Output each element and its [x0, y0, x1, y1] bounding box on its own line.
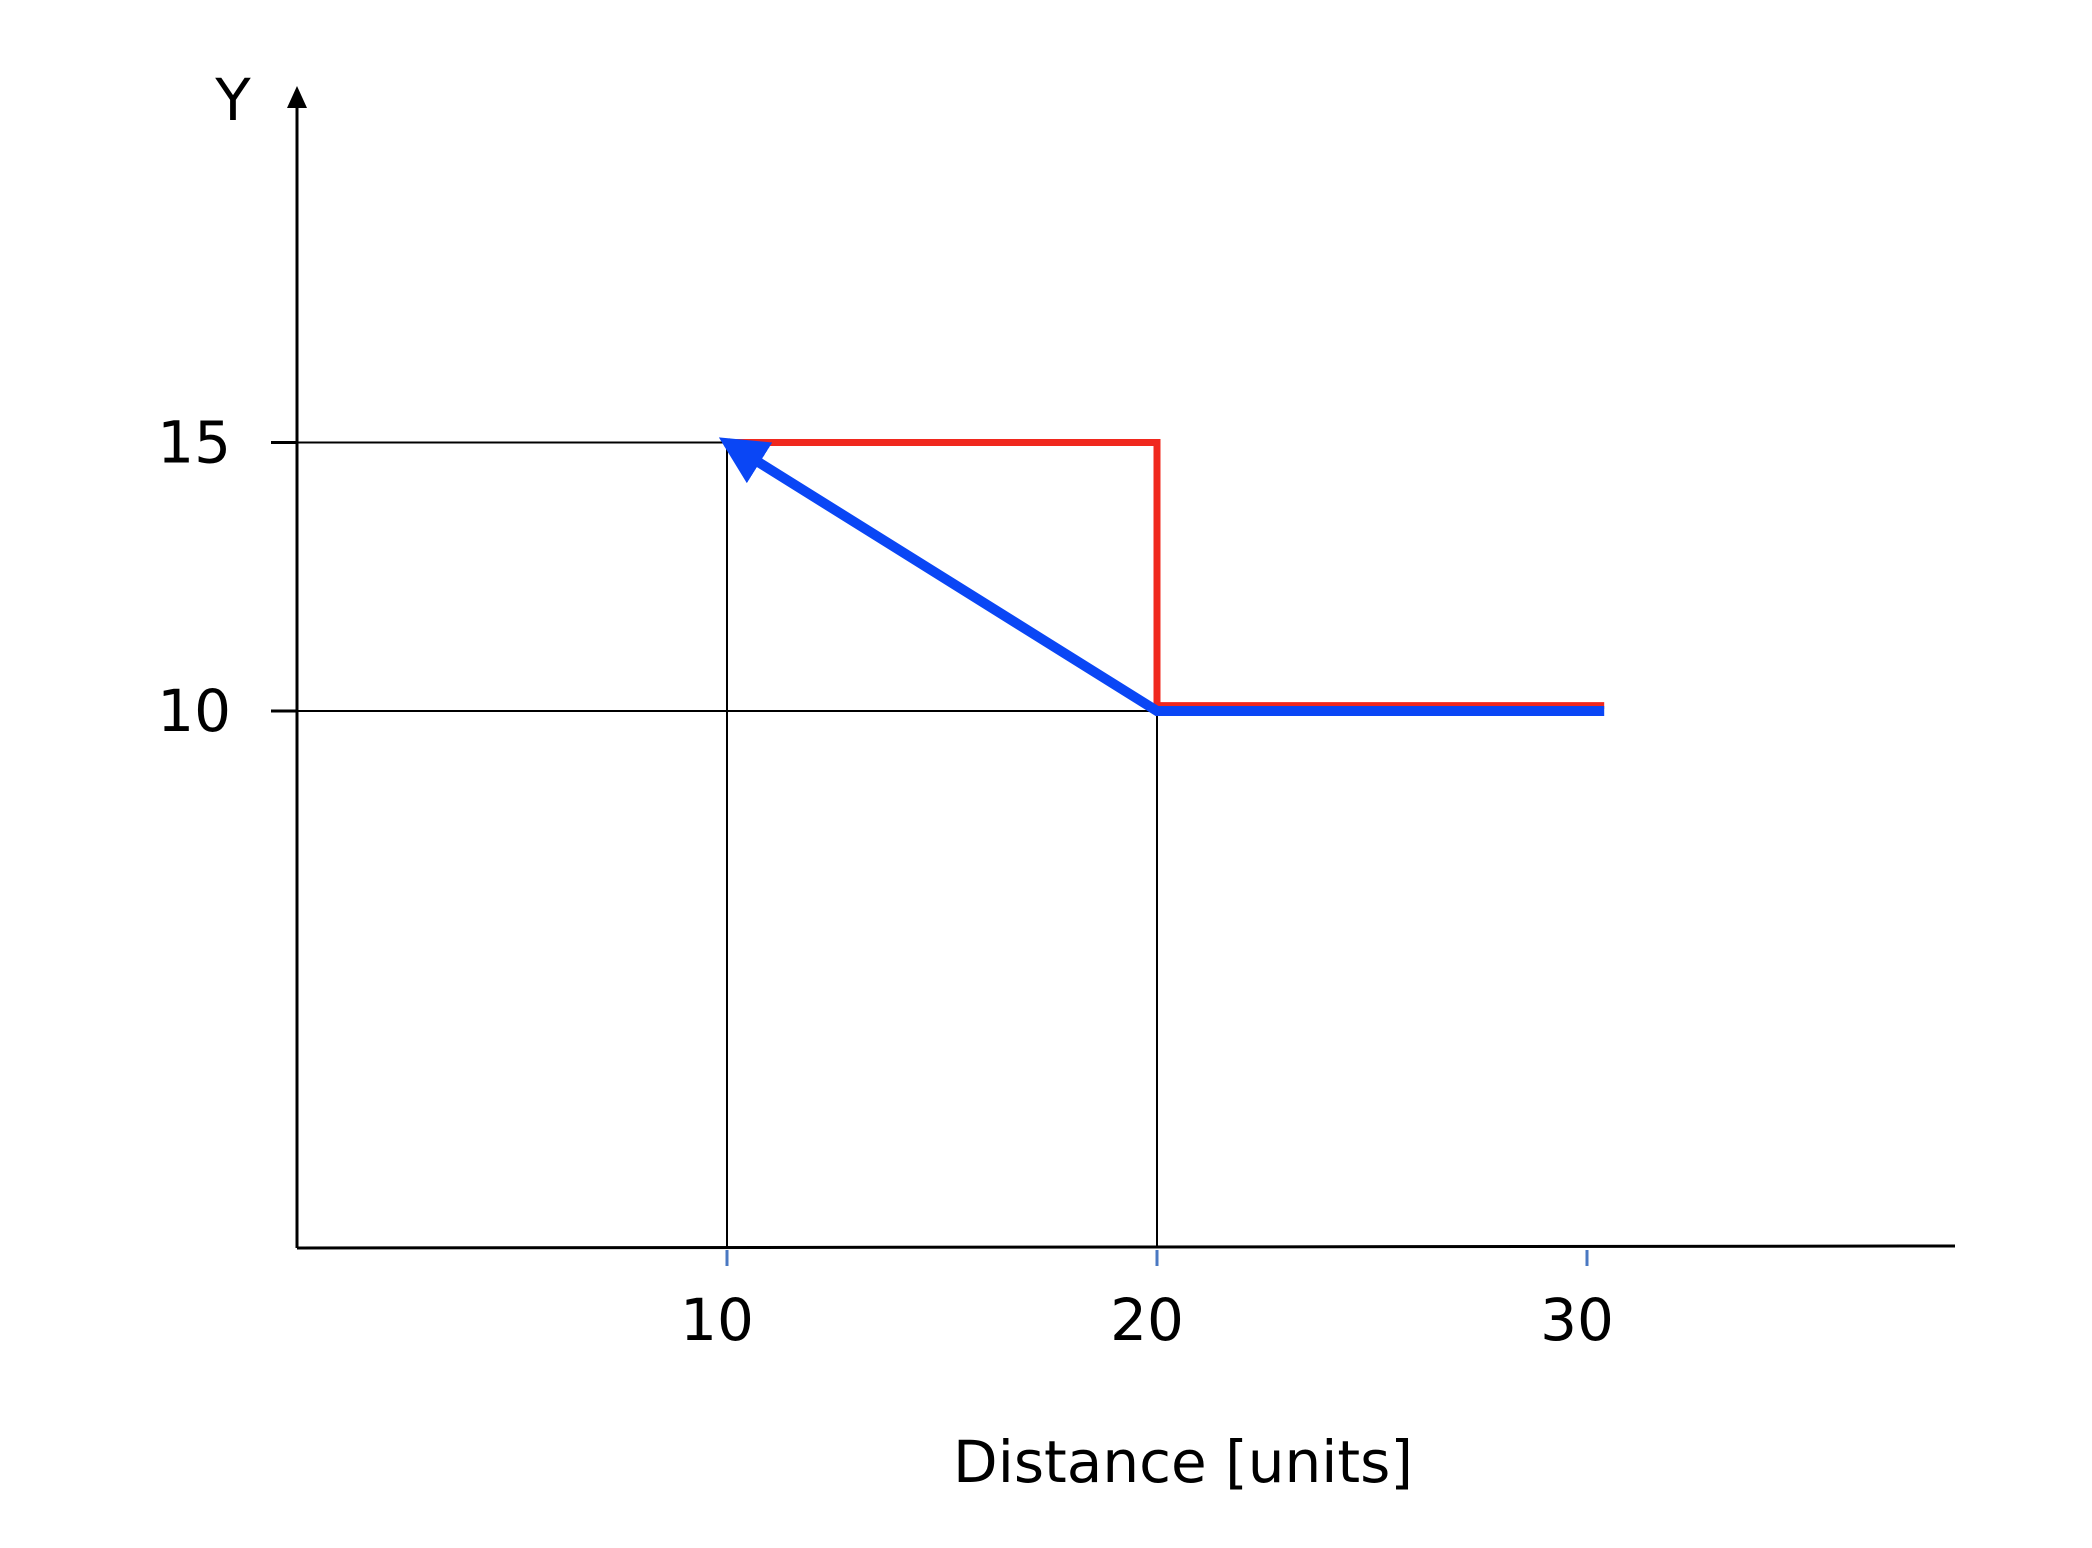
ticks-layer: 10 20 30 10 15 — [157, 409, 1614, 1355]
x-axis-label: Distance [units] — [953, 1428, 1413, 1496]
y-tick-label: 15 — [157, 409, 231, 477]
y-tick-label: 10 — [157, 677, 231, 745]
y-axis-label: Y — [214, 66, 251, 134]
x-tick-label: 20 — [1110, 1286, 1184, 1354]
x-axis-line — [296, 1244, 1956, 1250]
series-layer — [718, 437, 1605, 716]
blue-series-line — [718, 437, 1605, 716]
x-tick-label: 30 — [1540, 1286, 1614, 1354]
red-series-line — [727, 439, 1605, 710]
y-axis-arrow-icon — [287, 86, 307, 108]
reference-lines — [271, 441, 1158, 1248]
x-tick-label: 10 — [680, 1286, 754, 1354]
